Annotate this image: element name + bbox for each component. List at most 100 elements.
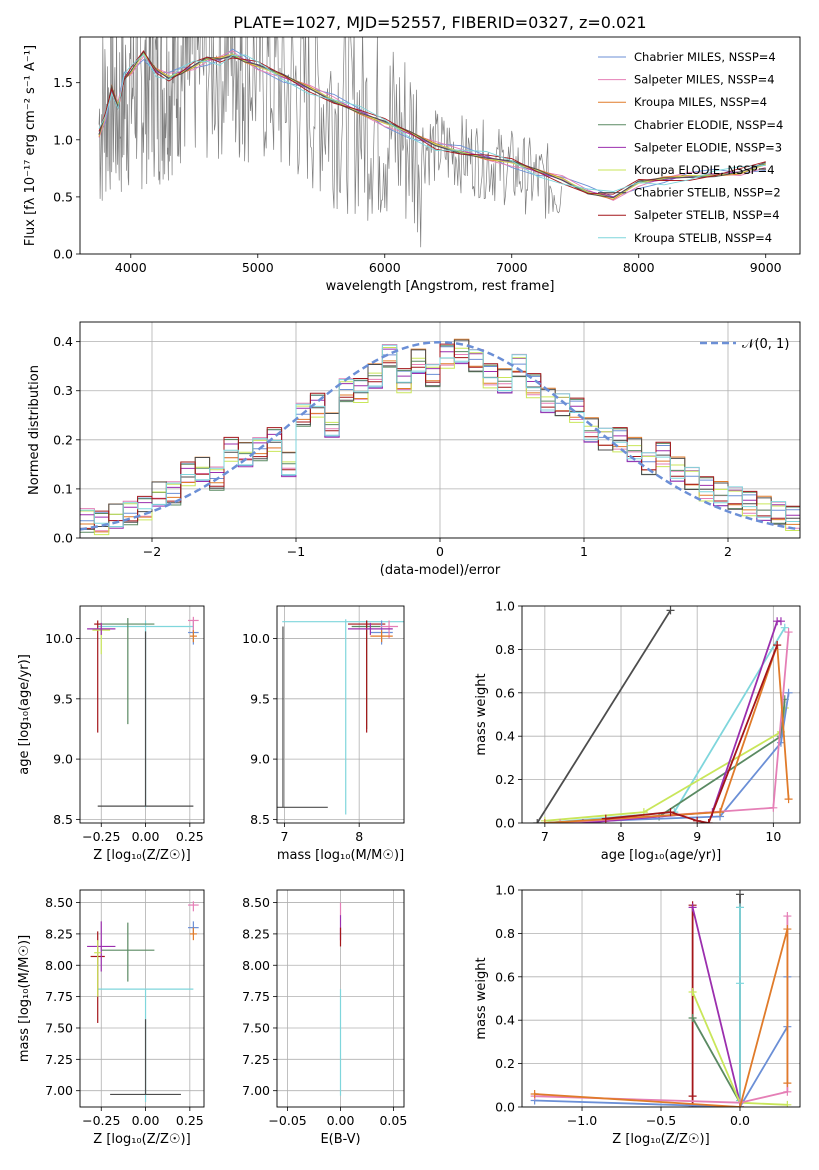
chart-mass_vs_z: −0.25 0.00 0.25 7.00 7.25 7.50 7.75 8.00 8.25 8.5… xyxy=(17,889,205,1147)
y-tick-label: 0.1 xyxy=(53,481,73,496)
y-tick-label: 8.00 xyxy=(45,958,73,973)
y-axis-label: age [log₁₀(age/yr)] xyxy=(17,654,32,775)
y-tick-label: 8.5 xyxy=(53,812,73,827)
y-tick-label: 0.0 xyxy=(495,816,515,831)
series-line xyxy=(691,1017,741,1104)
x-tick-label: 9000 xyxy=(750,260,782,275)
x-tick-label: 9 xyxy=(693,829,701,844)
point-marker xyxy=(783,1079,792,1088)
legend-label: Chabrier STELIB, NSSP=2 xyxy=(634,186,781,200)
y-tick-label: 0.0 xyxy=(495,1100,515,1115)
y-axis-label: mass [log₁₀(M/M☉)] xyxy=(17,935,32,1062)
x-axis-label: wavelength [Angstrom, rest frame] xyxy=(326,279,555,294)
y-tick-label: 0.6 xyxy=(495,685,515,700)
y-tick-label: 0.6 xyxy=(495,969,515,984)
y-tick-label: 0.4 xyxy=(495,729,515,744)
plot-area xyxy=(80,606,204,823)
point-marker xyxy=(784,628,793,637)
x-tick-label: 8 xyxy=(355,829,363,844)
plot-area xyxy=(98,37,766,248)
point-marker xyxy=(784,795,793,804)
x-tick-label: −2 xyxy=(143,544,161,559)
series-line xyxy=(536,609,672,823)
y-tick-label: 1.0 xyxy=(495,599,515,614)
x-tick-label: 0.05 xyxy=(379,1113,407,1128)
x-axis-label: E(B-V) xyxy=(320,1132,360,1147)
axes-frame xyxy=(79,605,205,824)
y-tick-label: 0.4 xyxy=(495,1013,515,1028)
legend-label: Chabrier MILES, NSSP=4 xyxy=(634,50,776,64)
x-tick-label: −0.5 xyxy=(646,1113,676,1128)
x-tick-label: 2 xyxy=(724,544,732,559)
chart-mass_vs_ebv: −0.05 0.00 0.05 7.00 7.25 7.50 7.75 8.00 8.25 8.5… xyxy=(242,889,407,1147)
point-marker xyxy=(688,1092,697,1101)
x-tick-label: 7 xyxy=(280,829,288,844)
model-line xyxy=(98,50,766,199)
y-tick-label: 7.25 xyxy=(242,1052,270,1067)
chart-age_vs_z: −0.25 0.00 0.25 8.5 9.0 9.5 10.0 Z [log₁₀(Z/Z☉)… xyxy=(17,605,205,863)
y-tick-label: 8.25 xyxy=(45,926,73,941)
y-tick-label: 0.8 xyxy=(495,642,515,657)
y-tick-label: 8.00 xyxy=(242,958,270,973)
point-marker xyxy=(735,890,744,899)
y-tick-label: 7.75 xyxy=(45,989,73,1004)
y-tick-label: 0.2 xyxy=(53,432,73,447)
y-tick-label: 8.50 xyxy=(45,895,73,910)
series-line xyxy=(544,644,790,823)
chart-weight_vs_age: 7 8 9 10 0.0 0.2 0.4 0.6 0.8 1.0 age [log₁₀(age/yr… xyxy=(474,599,801,863)
legend: Chabrier MILES, NSSP=4 Salpeter MILES, NS… xyxy=(598,50,783,245)
point-marker xyxy=(735,1103,744,1107)
y-tick-label: 0.8 xyxy=(495,926,515,941)
point-marker xyxy=(783,925,792,934)
x-tick-label: −0.25 xyxy=(82,1113,120,1128)
legend-label: Salpeter ELODIE, NSSP=3 xyxy=(634,140,782,154)
y-tick-label: 9.5 xyxy=(53,691,73,706)
figure-title: PLATE=1027, MJD=52557, FIBERID=0327, z=0… xyxy=(233,13,646,32)
y-tick-label: 9.0 xyxy=(53,752,73,767)
histogram-step xyxy=(80,344,800,528)
point-marker xyxy=(776,617,785,626)
point-marker xyxy=(780,623,789,632)
y-tick-label: 7.00 xyxy=(45,1083,73,1098)
y-tick-label: 7.00 xyxy=(242,1083,270,1098)
y-tick-label: 0.2 xyxy=(495,1056,515,1071)
y-tick-label: 9.5 xyxy=(250,691,270,706)
x-tick-label: 0 xyxy=(436,544,444,559)
spectrum-data-line xyxy=(98,37,562,248)
y-tick-label: 7.50 xyxy=(242,1020,270,1035)
point-marker xyxy=(783,1087,792,1096)
series-line xyxy=(544,707,786,822)
point-marker xyxy=(693,816,702,823)
chart-age_vs_mass: 7 8 8.5 9.0 9.5 10.0 mass [log₁₀(M/M☉)] xyxy=(242,605,405,863)
point-marker xyxy=(704,819,713,823)
y-tick-label: 8.25 xyxy=(242,926,270,941)
y-tick-label: 7.25 xyxy=(45,1052,73,1067)
y-tick-label: 0.0 xyxy=(53,247,73,262)
point-marker xyxy=(530,1089,539,1098)
y-tick-label: 10.0 xyxy=(45,631,73,646)
plot-area xyxy=(80,322,800,538)
point-marker xyxy=(783,912,792,921)
model-line xyxy=(98,50,766,195)
legend-label: Chabrier ELODIE, NSSP=4 xyxy=(634,118,783,132)
axes-frame xyxy=(79,36,801,255)
legend-label: Salpeter STELIB, NSSP=4 xyxy=(634,208,780,222)
y-tick-label: 10.0 xyxy=(242,631,270,646)
x-tick-label: 7 xyxy=(541,829,549,844)
point-marker xyxy=(784,688,793,697)
plot-area xyxy=(522,890,800,1107)
point-marker xyxy=(533,819,542,823)
y-tick-label: 1.0 xyxy=(53,132,73,147)
y-axis-label: mass weight xyxy=(474,673,489,755)
x-tick-label: 0.0 xyxy=(730,1113,750,1128)
point-marker xyxy=(688,1014,697,1023)
y-tick-label: 9.0 xyxy=(250,752,270,767)
y-tick-label: 7.75 xyxy=(242,989,270,1004)
y-axis-label: Normed distribution xyxy=(27,365,42,495)
axes-frame xyxy=(276,605,405,824)
point-marker xyxy=(666,606,675,615)
x-axis-label: (data-model)/error xyxy=(380,563,501,578)
y-tick-label: 1.5 xyxy=(53,75,73,90)
point-marker xyxy=(735,979,744,988)
